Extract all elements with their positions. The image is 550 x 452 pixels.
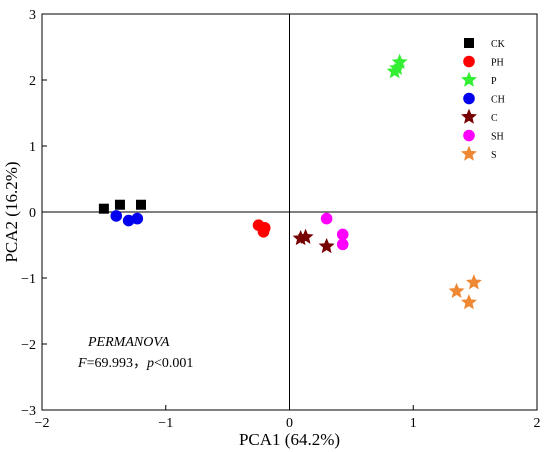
point-sh — [320, 212, 333, 225]
legend-item-p: P — [461, 71, 497, 87]
x-tick-label: −1 — [158, 416, 173, 431]
x-tick-label: 1 — [410, 416, 417, 431]
legend-marker-ph — [463, 55, 475, 68]
point-ck — [136, 199, 146, 210]
legend-marker-c — [461, 108, 477, 124]
y-axis-ticks: −3 −2 −1 0 1 2 3 — [21, 8, 47, 419]
x-tick-label: −2 — [35, 416, 50, 431]
y-tick-label: −2 — [21, 338, 36, 353]
legend-marker-s — [461, 145, 477, 161]
f-symbol: F — [77, 356, 87, 371]
point-s — [465, 274, 482, 290]
series-c — [292, 228, 335, 254]
point-s — [460, 294, 477, 310]
legend-label-ck: CK — [491, 39, 506, 50]
legend-marker-p — [461, 71, 477, 87]
series-ck — [98, 199, 146, 214]
point-c — [297, 228, 314, 244]
legend-item-s: S — [461, 145, 497, 161]
series-ch — [110, 210, 144, 227]
legend-label-ph: PH — [491, 58, 504, 69]
data-points — [98, 53, 482, 310]
legend-marker-sh — [463, 129, 475, 142]
permanova-stats: F=69.993，p<0.001 — [77, 356, 193, 371]
x-tick-label: 2 — [534, 416, 541, 431]
series-p — [386, 53, 408, 79]
legend-marker-ck — [464, 38, 474, 48]
series-sh — [320, 212, 349, 251]
legend: CK PH P CH C SH S — [461, 38, 506, 161]
point-sh — [336, 238, 349, 251]
y-axis-title: PCA2 (16.2%) — [2, 161, 21, 262]
y-tick-label: 3 — [29, 8, 36, 23]
permanova-label: PERMANOVA — [87, 335, 170, 350]
p-symbol: p — [146, 356, 154, 371]
legend-label-sh: SH — [491, 132, 504, 143]
series-s — [448, 274, 482, 310]
legend-item-ck: CK — [464, 38, 506, 50]
legend-label-p: P — [491, 76, 497, 87]
f-value: =69.993， — [87, 356, 147, 371]
p-value: <0.001 — [154, 356, 193, 371]
point-ck — [114, 199, 125, 210]
point-c — [318, 237, 335, 254]
point-ch — [110, 210, 123, 222]
y-tick-label: 0 — [29, 206, 36, 221]
y-tick-label: 2 — [29, 74, 36, 89]
legend-item-c: C — [461, 108, 498, 124]
point-s — [448, 282, 465, 298]
point-ch — [122, 214, 135, 227]
x-axis-ticks: −2 −1 0 1 2 — [35, 405, 541, 431]
legend-label-c: C — [491, 113, 498, 124]
y-tick-label: −3 — [21, 404, 36, 419]
y-tick-label: 1 — [29, 140, 36, 155]
x-axis-title: PCA1 (64.2%) — [239, 430, 340, 449]
legend-label-s: S — [491, 150, 497, 161]
legend-label-ch: CH — [491, 95, 505, 106]
point-sh — [336, 228, 349, 241]
legend-marker-ch — [463, 92, 475, 105]
point-ch — [131, 212, 144, 225]
legend-item-sh: SH — [463, 129, 504, 143]
point-p — [391, 53, 408, 69]
x-tick-label: 0 — [286, 416, 293, 431]
series-ph — [252, 219, 271, 238]
point-ck — [98, 203, 109, 214]
legend-item-ph: PH — [463, 55, 504, 69]
y-tick-label: −1 — [21, 272, 36, 287]
point-ph — [257, 226, 270, 238]
legend-item-ch: CH — [463, 92, 505, 106]
